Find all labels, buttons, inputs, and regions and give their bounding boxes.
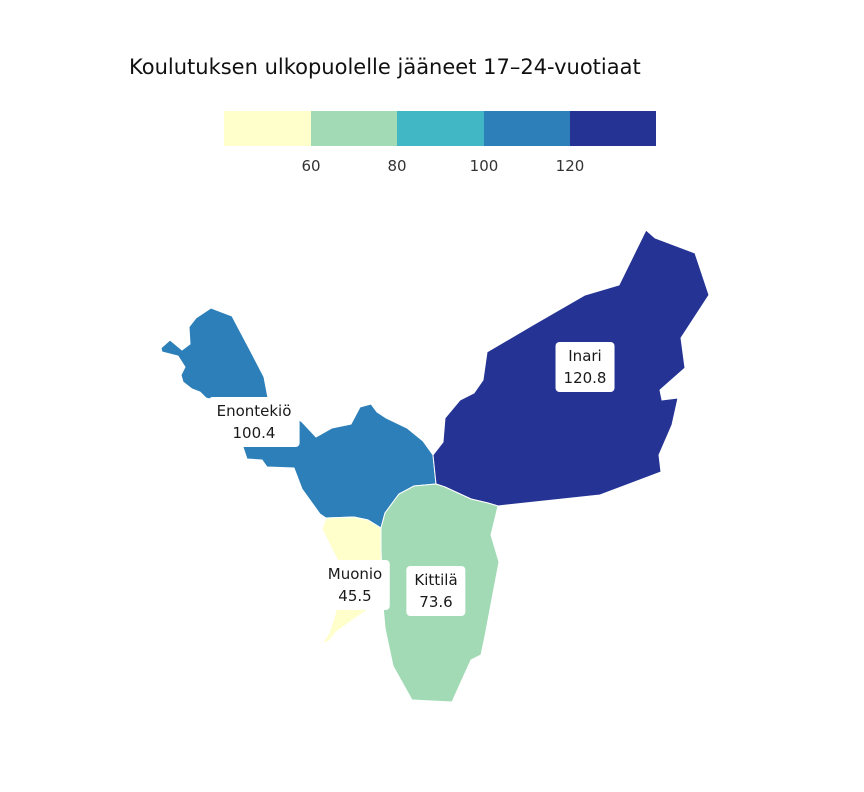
region-label-value: 100.4 <box>232 424 276 442</box>
region-label-value: 73.6 <box>419 593 453 611</box>
region-label-value: 120.8 <box>563 369 607 387</box>
region-label-enontekio: Enontekiö 100.4 <box>208 397 300 447</box>
region-label-muonio: Muonio 45.5 <box>319 560 391 610</box>
legend-bin <box>224 111 311 146</box>
legend-tick: 120 <box>556 157 585 175</box>
region-label-name: Kittilä <box>414 571 458 589</box>
legend-tick: 80 <box>387 157 406 175</box>
legend-bin <box>484 111 570 146</box>
legend: 60 80 100 120 <box>224 111 656 175</box>
map-title: Koulutuksen ulkopuolelle jääneet 17–24-v… <box>129 55 641 79</box>
legend-bin <box>570 111 656 146</box>
region-label-name: Enontekiö <box>216 402 292 420</box>
legend-bin <box>311 111 397 146</box>
legend-tick: 60 <box>301 157 320 175</box>
region-label-value: 45.5 <box>338 587 372 605</box>
region-label-name: Muonio <box>327 565 383 583</box>
region-label-inari: Inari 120.8 <box>555 342 615 392</box>
regions <box>160 229 710 703</box>
region-label-kittila: Kittilä 73.6 <box>406 566 466 616</box>
legend-tick: 100 <box>470 157 499 175</box>
region-label-name: Inari <box>568 347 602 365</box>
legend-bin <box>397 111 484 146</box>
